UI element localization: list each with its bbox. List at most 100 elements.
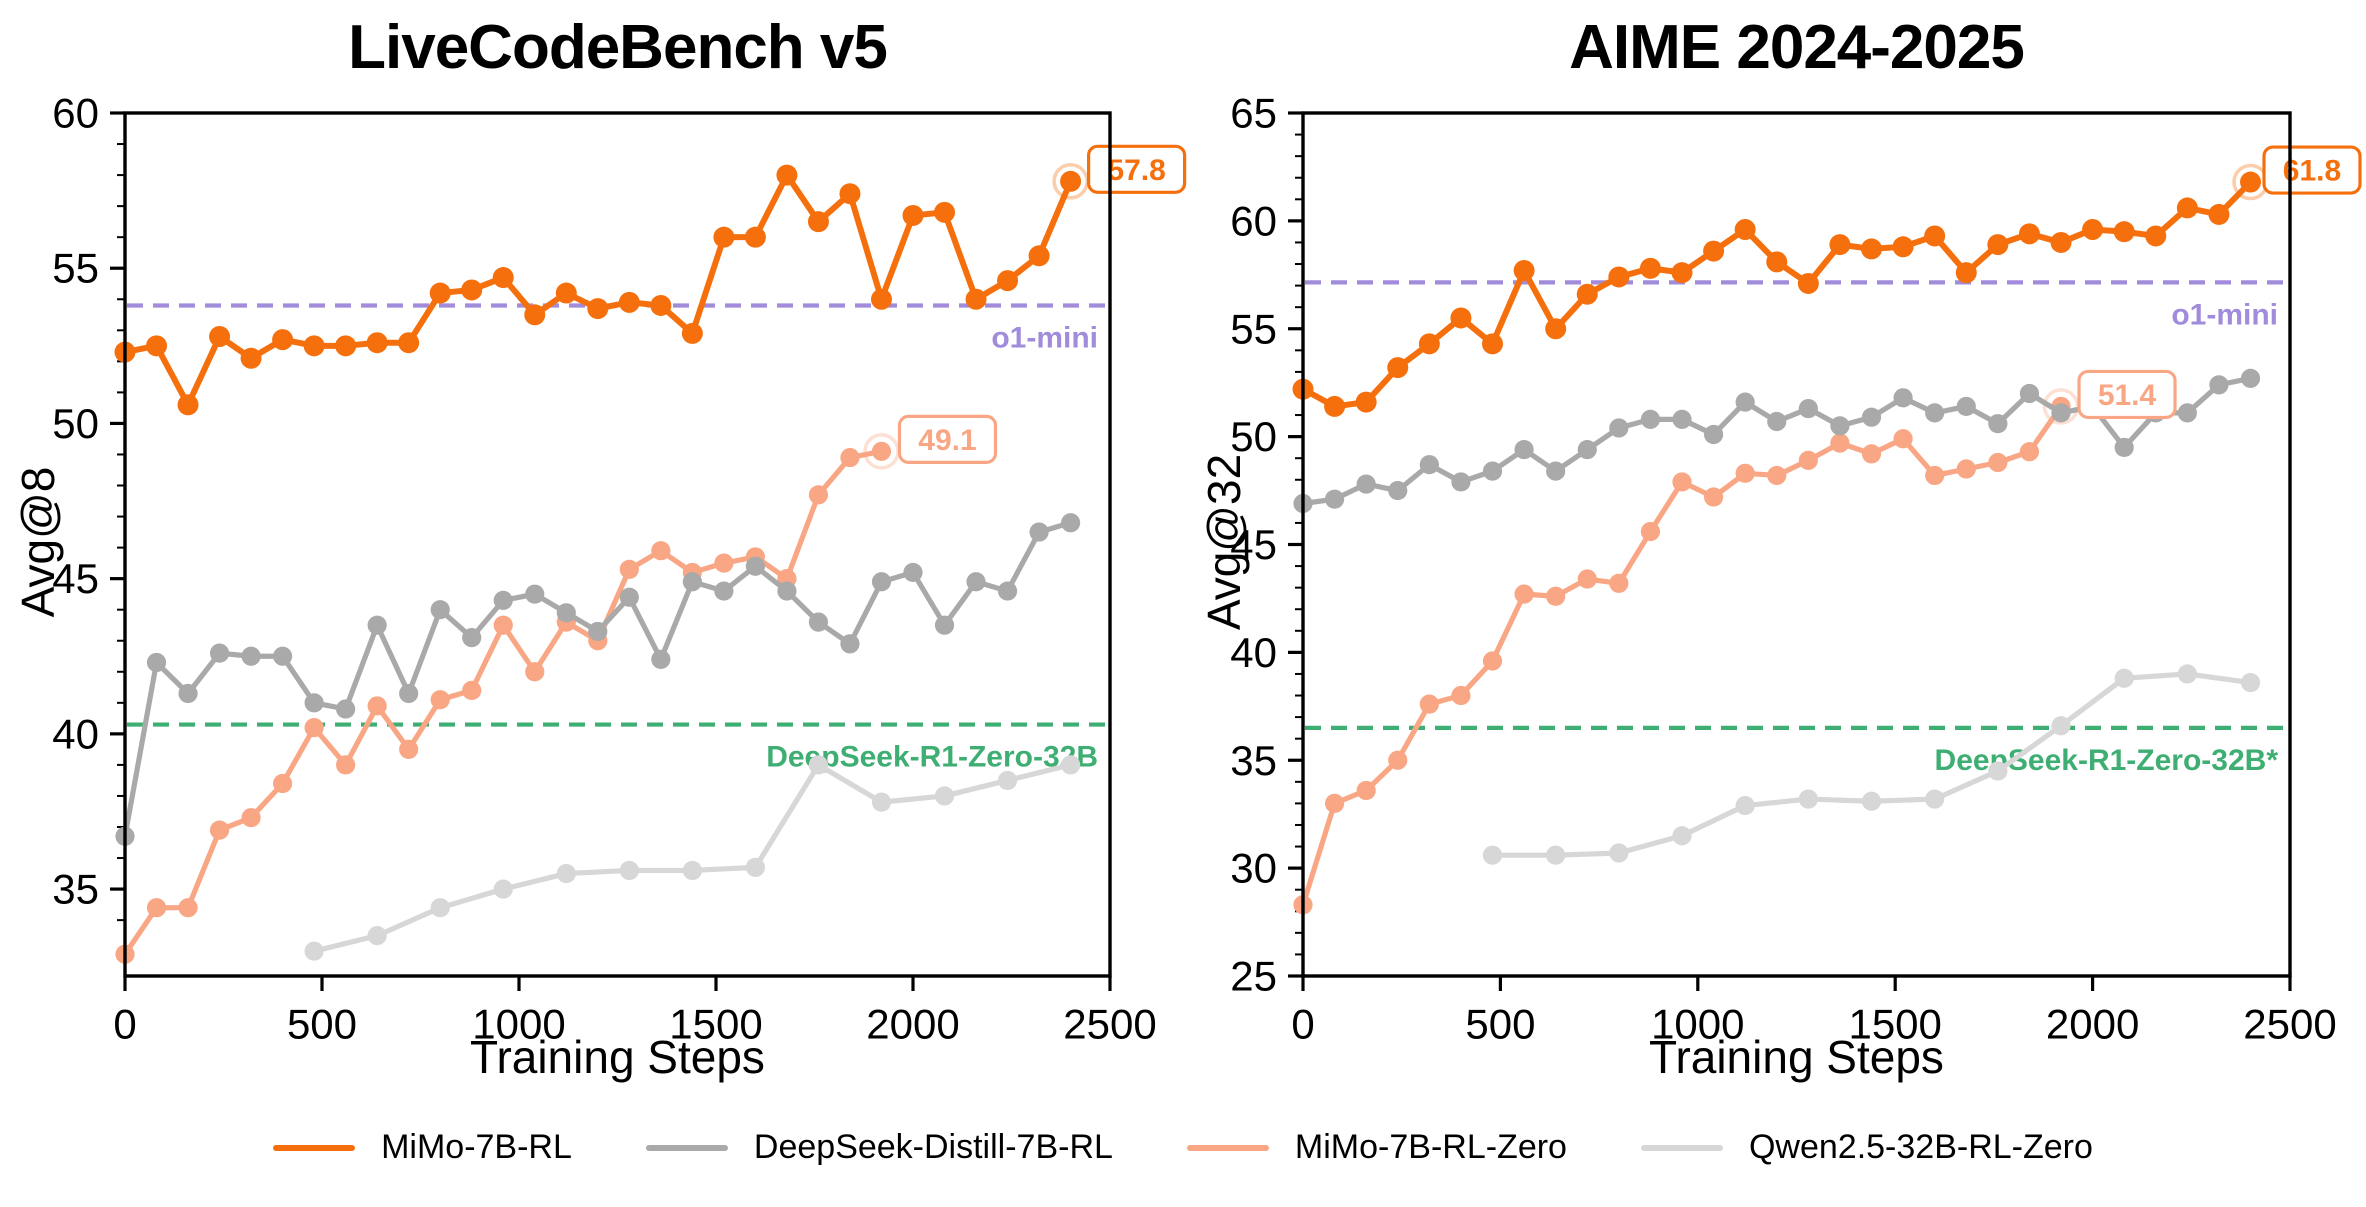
data-point-mimo-7b-rl — [303, 335, 325, 357]
data-point-mimo-7b-rl-zero — [1546, 586, 1566, 606]
ref-line-label-o1-mini: o1-mini — [2171, 298, 2278, 331]
data-point-mimo-7b-rl-zero — [525, 662, 545, 682]
data-point-mimo-7b-rl-zero — [1767, 465, 1787, 486]
x-tick-label: 2000 — [866, 1001, 959, 1048]
data-point-deepseek-distill-7b-rl — [1324, 489, 1345, 509]
data-point-deepseek-distill-7b-rl — [178, 683, 198, 704]
chart-title-aime: AIME 2024-2025 — [1569, 13, 2025, 82]
data-point-mimo-7b-rl — [1060, 170, 1082, 192]
series-line-qwen2-5-32b-rl-zero — [311, 762, 1074, 954]
data-point-mimo-7b-rl — [1797, 272, 1819, 294]
x-tick-label: 2000 — [2046, 1001, 2139, 1048]
data-point-mimo-7b-rl — [1482, 333, 1504, 355]
data-point-deepseek-distill-7b-rl — [399, 683, 419, 704]
data-point-mimo-7b-rl — [1955, 262, 1977, 284]
y-tick-label: 30 — [1230, 845, 1277, 892]
data-point-mimo-7b-rl-zero — [871, 441, 892, 461]
data-point-deepseek-distill-7b-rl — [2051, 403, 2071, 423]
data-point-deepseek-distill-7b-rl — [1798, 398, 1818, 419]
data-point-mimo-7b-rl — [1703, 240, 1725, 262]
data-point-mimo-7b-rl-zero — [1672, 472, 1692, 492]
data-point-mimo-7b-rl — [2113, 221, 2135, 243]
y-axis-label-avg8: Avg@8 — [12, 466, 64, 618]
data-point-qwen2-5-32b-rl-zero — [1988, 761, 2008, 781]
data-point-mimo-7b-rl — [2082, 219, 2104, 241]
legend-item-mimo-7b-rl: MiMo-7B-RL — [273, 1128, 572, 1167]
data-point-mimo-7b-rl — [1576, 283, 1598, 305]
y-tick-label: 45 — [1230, 521, 1277, 568]
x-tick-label: 1500 — [1848, 1001, 1941, 1048]
y-tick-label: 40 — [1230, 629, 1277, 676]
data-point-deepseek-distill-7b-rl — [462, 628, 482, 648]
data-point-mimo-7b-rl — [650, 294, 672, 316]
data-point-mimo-7b-rl — [997, 270, 1019, 292]
annotation-box — [1086, 144, 1187, 194]
legend-swatch-deepseek-distill-7b-rl — [645, 1144, 728, 1151]
data-point-deepseek-distill-7b-rl — [525, 584, 545, 604]
data-point-deepseek-distill-7b-rl — [997, 581, 1018, 601]
data-point-mimo-7b-rl — [492, 267, 514, 289]
data-point-mimo-7b-rl — [1545, 318, 1567, 340]
data-point-qwen2-5-32b-rl-zero — [2240, 672, 2261, 693]
data-point-mimo-7b-rl-zero — [1703, 487, 1724, 507]
series-line-mimo-7b-rl-zero — [122, 448, 885, 957]
legend-label: Qwen2.5-32B-RL-Zero — [1748, 1128, 2093, 1166]
data-point-mimo-7b-rl-zero — [2019, 442, 2040, 462]
data-point-qwen2-5-32b-rl-zero — [1861, 791, 1882, 811]
data-point-mimo-7b-rl-zero — [178, 898, 198, 918]
annotation-box — [2077, 369, 2177, 420]
data-point-mimo-7b-rl-zero — [840, 447, 860, 468]
data-point-deepseek-distill-7b-rl — [1388, 480, 1408, 501]
data-point-mimo-7b-rl-zero — [1861, 444, 1882, 464]
x-tick-label: 0 — [1291, 1001, 1314, 1048]
data-point-mimo-7b-rl — [1639, 257, 1661, 279]
data-point-qwen2-5-32b-rl-zero — [997, 770, 1018, 791]
data-point-deepseek-distill-7b-rl — [745, 556, 766, 576]
series-line-mimo-7b-rl — [122, 172, 1074, 408]
data-point-deepseek-distill-7b-rl — [1893, 388, 1913, 408]
data-point-mimo-7b-rl-zero — [1830, 433, 1850, 453]
data-point-deepseek-distill-7b-rl — [1861, 407, 1882, 427]
data-point-mimo-7b-rl-zero — [1482, 651, 1503, 671]
x-axis-label-left: Training Steps — [470, 1031, 765, 1083]
data-point-deepseek-distill-7b-rl — [2240, 368, 2261, 388]
data-point-mimo-7b-rl — [965, 288, 987, 310]
data-point-deepseek-distill-7b-rl — [2209, 375, 2229, 395]
legend-item-deepseek-distill-7b-rl: DeepSeek-Distill-7B-RL — [645, 1128, 1113, 1167]
data-point-mimo-7b-rl — [366, 332, 388, 354]
data-point-mimo-7b-rl — [524, 304, 546, 326]
x-tick-label: 1500 — [669, 1001, 762, 1048]
data-point-mimo-7b-rl — [776, 164, 798, 186]
series-line-deepseek-distill-7b-rl — [122, 520, 1074, 839]
data-point-mimo-7b-rl-zero — [651, 541, 671, 561]
data-point-mimo-7b-rl — [240, 347, 262, 369]
annotation-text: 57.8 — [1107, 154, 1165, 187]
y-tick-label: 50 — [1230, 413, 1277, 460]
data-point-deepseek-distill-7b-rl — [777, 581, 797, 601]
data-point-mimo-7b-rl — [1829, 234, 1851, 256]
x-tick-label: 500 — [287, 1001, 357, 1048]
data-point-mimo-7b-rl — [1387, 357, 1409, 379]
data-point-deepseek-distill-7b-rl — [556, 603, 576, 623]
data-point-mimo-7b-rl — [1355, 391, 1377, 413]
data-point-qwen2-5-32b-rl-zero — [1925, 789, 1945, 809]
data-point-deepseek-distill-7b-rl — [273, 646, 293, 666]
ref-line-label-o1-mini: o1-mini — [991, 321, 1098, 354]
data-point-deepseek-distill-7b-rl — [1988, 414, 2008, 434]
data-point-qwen2-5-32b-rl-zero — [1798, 789, 1818, 809]
data-point-mimo-7b-rl — [870, 288, 892, 310]
data-point-qwen2-5-32b-rl-zero — [1609, 843, 1629, 863]
legend-item-mimo-7b-rl-zero: MiMo-7B-RL-Zero — [1186, 1128, 1567, 1167]
data-point-mimo-7b-rl-zero — [1640, 521, 1661, 542]
data-point-deepseek-distill-7b-rl — [1640, 409, 1661, 429]
data-point-deepseek-distill-7b-rl — [2177, 403, 2197, 423]
data-point-deepseek-distill-7b-rl — [1672, 409, 1692, 429]
x-tick-label: 1000 — [472, 1001, 565, 1048]
data-point-mimo-7b-rl-zero — [336, 755, 356, 775]
data-point-mimo-7b-rl — [2050, 231, 2072, 253]
legend-swatch-mimo-7b-rl-zero — [1186, 1144, 1269, 1151]
data-point-qwen2-5-32b-rl-zero — [2051, 716, 2071, 736]
axes-box — [123, 111, 1112, 978]
data-point-mimo-7b-rl — [1861, 238, 1883, 260]
data-point-mimo-7b-rl-zero — [1419, 694, 1439, 714]
